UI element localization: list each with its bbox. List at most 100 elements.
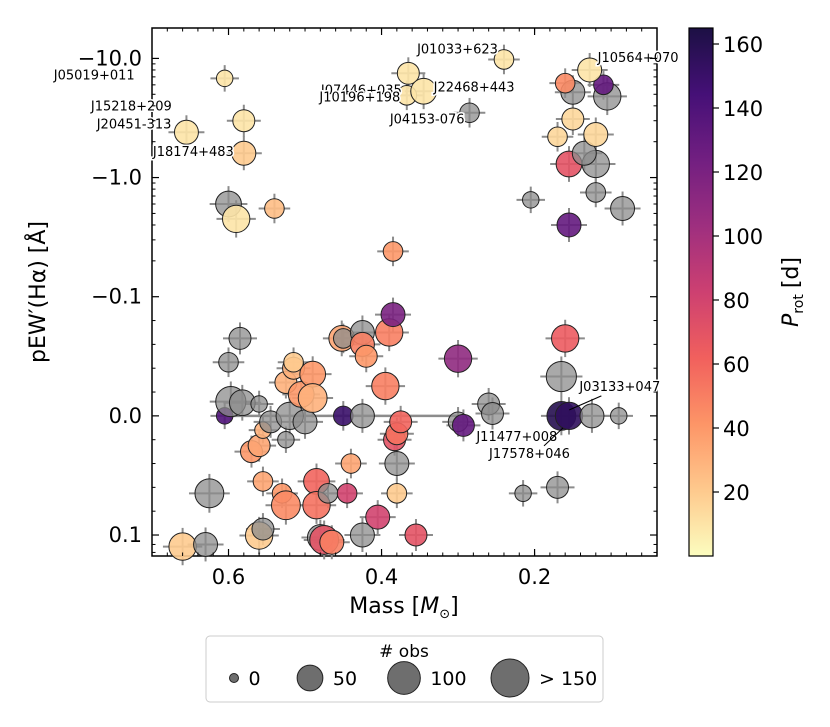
star-label: J17578+046 bbox=[488, 447, 570, 462]
data-point[interactable] bbox=[193, 531, 219, 557]
data-point[interactable] bbox=[451, 413, 475, 437]
data-point[interactable] bbox=[389, 410, 413, 434]
colorbar-tick-label: 20 bbox=[723, 481, 750, 505]
leader-line bbox=[569, 395, 602, 411]
data-point[interactable] bbox=[252, 471, 274, 492]
data-point[interactable] bbox=[292, 409, 318, 435]
legend-entry-label: 50 bbox=[333, 668, 357, 690]
data-point[interactable] bbox=[443, 344, 473, 373]
y-tick-label: −1.0 bbox=[91, 166, 142, 190]
colorbar-tick-label: 160 bbox=[723, 33, 763, 57]
data-point[interactable] bbox=[554, 72, 576, 94]
data-point[interactable] bbox=[349, 403, 375, 429]
data-point[interactable] bbox=[173, 119, 199, 145]
colorbar bbox=[688, 27, 714, 557]
star-label: J22468+443 bbox=[433, 80, 515, 95]
data-point[interactable] bbox=[404, 523, 428, 547]
data-point[interactable] bbox=[546, 475, 570, 499]
colorbar-tick-label: 140 bbox=[723, 97, 763, 121]
star-label: J10564+070 bbox=[597, 51, 679, 66]
x-tick-label: 0.4 bbox=[365, 565, 398, 589]
data-point[interactable] bbox=[610, 196, 636, 221]
data-point[interactable] bbox=[218, 351, 239, 373]
legend-entry-label: 100 bbox=[430, 668, 466, 690]
data-point[interactable] bbox=[522, 191, 540, 209]
star-label: J05019+011 bbox=[53, 68, 135, 83]
colorbar-tick-label: 40 bbox=[723, 417, 750, 441]
data-point[interactable] bbox=[283, 351, 304, 373]
data-point[interactable] bbox=[459, 102, 480, 124]
legend-marker bbox=[229, 673, 239, 683]
colorbar-tick-label: 120 bbox=[723, 161, 763, 185]
data-point[interactable] bbox=[609, 407, 628, 425]
data-point[interactable] bbox=[168, 532, 197, 561]
data-point[interactable] bbox=[396, 61, 420, 85]
data-point[interactable] bbox=[551, 324, 580, 353]
data-point[interactable] bbox=[571, 140, 597, 166]
data-point[interactable] bbox=[514, 484, 532, 503]
data-point[interactable] bbox=[371, 371, 400, 401]
y-tick-label: 0.1 bbox=[109, 523, 142, 547]
data-point[interactable] bbox=[547, 126, 568, 148]
colorbar-label: Prot[d] bbox=[779, 257, 807, 327]
data-point[interactable] bbox=[340, 453, 362, 474]
data-point[interactable] bbox=[277, 430, 295, 449]
data-point[interactable] bbox=[221, 204, 251, 234]
star-label: J10196+198 bbox=[318, 90, 400, 105]
data-point[interactable] bbox=[354, 344, 378, 368]
legend: # obs 0 50 100 > 150 bbox=[205, 635, 604, 703]
data-point[interactable] bbox=[194, 478, 225, 509]
data-point[interactable] bbox=[336, 483, 358, 504]
x-tick-label: 0.2 bbox=[518, 565, 551, 589]
data-point[interactable] bbox=[380, 302, 406, 328]
legend-marker bbox=[490, 658, 530, 698]
data-point[interactable] bbox=[349, 522, 375, 548]
data-point[interactable] bbox=[297, 383, 328, 413]
data-point[interactable] bbox=[481, 402, 504, 425]
star-label: J15218+209 bbox=[90, 100, 172, 115]
colorbar-ticks: 20 40 60 80 100 120 140 160 bbox=[713, 33, 763, 505]
data-point[interactable] bbox=[382, 241, 404, 262]
data-point[interactable] bbox=[317, 483, 339, 504]
data-point[interactable] bbox=[231, 140, 257, 166]
data-point[interactable] bbox=[215, 69, 234, 88]
x-axis-label: Mass [M⊙] bbox=[349, 594, 458, 622]
data-point[interactable] bbox=[251, 517, 275, 541]
y-axis-label: pEW′(Hα) [Å] bbox=[24, 221, 51, 363]
data-point[interactable] bbox=[545, 360, 577, 393]
data-point[interactable] bbox=[386, 483, 408, 504]
data-point[interactable] bbox=[319, 529, 345, 555]
legend-title: # obs bbox=[379, 642, 429, 662]
leader-line bbox=[543, 427, 564, 447]
legend-marker bbox=[296, 664, 324, 692]
y-tick-label: −0.1 bbox=[91, 285, 142, 309]
data-point[interactable] bbox=[365, 504, 391, 530]
star-label: J07446+035 bbox=[320, 83, 402, 98]
data-point[interactable] bbox=[410, 77, 438, 105]
legend-entries: 0 50 100 > 150 bbox=[229, 658, 597, 698]
colorbar-tick-label: 100 bbox=[723, 225, 763, 249]
star-label: J04153-076 bbox=[389, 113, 465, 128]
plot-frame bbox=[151, 27, 658, 557]
data-point[interactable] bbox=[583, 121, 609, 147]
data-point[interactable] bbox=[384, 451, 410, 477]
data-point[interactable] bbox=[250, 395, 268, 413]
data-points bbox=[168, 49, 636, 561]
data-point[interactable] bbox=[593, 74, 614, 96]
data-point[interactable] bbox=[228, 326, 252, 350]
data-point[interactable] bbox=[561, 107, 585, 131]
colorbar-tick-label: 60 bbox=[723, 353, 750, 377]
data-point[interactable] bbox=[493, 49, 515, 70]
star-label: J20451-313 bbox=[96, 117, 172, 132]
y-tick-label: −10.0 bbox=[78, 46, 142, 70]
data-point[interactable] bbox=[585, 182, 607, 203]
y-axis: −10.0 −1.0 −0.1 0.0 0.1 bbox=[78, 46, 657, 553]
data-point[interactable] bbox=[579, 403, 605, 429]
data-point[interactable] bbox=[264, 198, 285, 219]
data-point[interactable] bbox=[232, 109, 256, 133]
data-point[interactable] bbox=[270, 490, 301, 521]
data-point[interactable] bbox=[577, 57, 603, 83]
data-point[interactable] bbox=[556, 212, 582, 238]
